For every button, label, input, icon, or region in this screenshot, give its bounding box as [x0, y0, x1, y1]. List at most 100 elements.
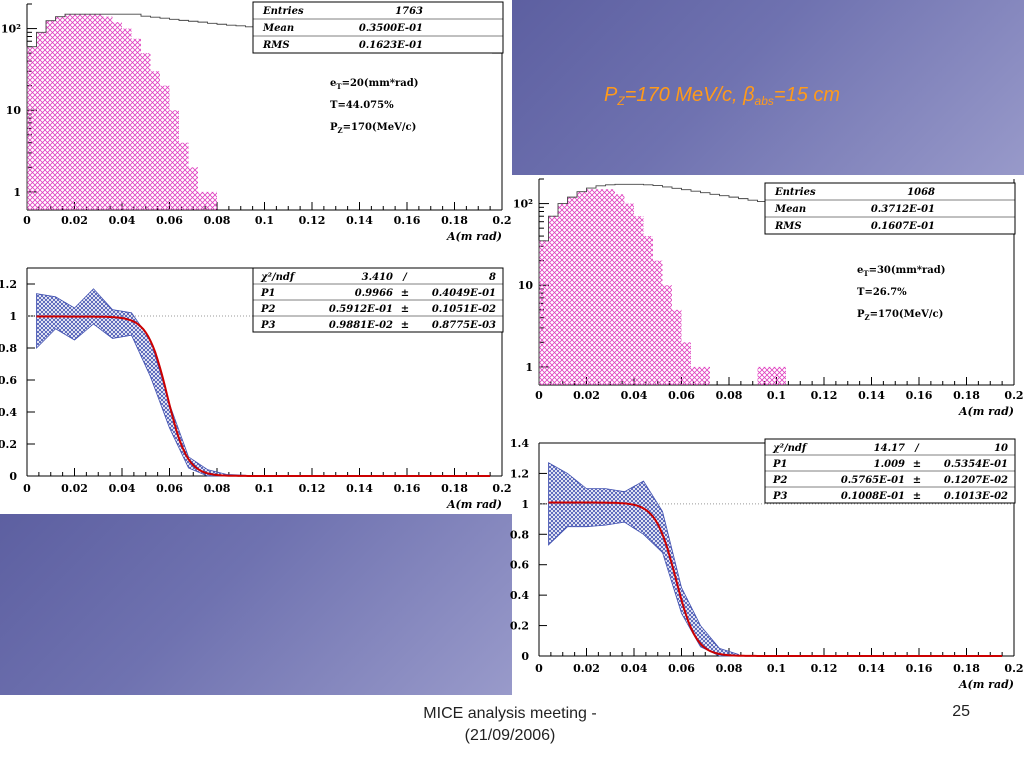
x-tick-label: 0	[535, 662, 543, 675]
stats-value: 0.3500E-01	[359, 23, 423, 34]
y-tick-label: 10²	[1, 23, 21, 36]
fit-param-separator: ±	[401, 320, 409, 331]
transmission-plot-2: 0 0.02 0.04 0.06 0.08 0.1 0.12 0.14 0.16 0.18 0.2 A…	[510, 437, 1024, 691]
slide-title: PZ=170 MeV/c, βabs=15 cm	[604, 84, 841, 108]
fit-param-label: P1	[772, 459, 787, 470]
fit-param-label: χ²/ndf	[260, 272, 296, 283]
fit-param-error: 0.1207E-02	[944, 475, 1008, 486]
x-tick-label: 0.18	[953, 389, 980, 402]
note-part: =20(mm*rad)	[342, 78, 419, 89]
note-part: e	[330, 78, 336, 89]
selected-bar	[757, 366, 767, 385]
fit-param-label: P3	[260, 320, 276, 331]
y-tick-label: 0	[9, 470, 17, 483]
selected-bar	[150, 71, 160, 211]
stats-value: 1763	[395, 6, 423, 17]
x-tick-label: 0.1	[767, 389, 786, 402]
fit-param-value: 0.9881E-02	[329, 320, 393, 331]
selected-bar	[672, 309, 682, 385]
note-part: T=44.075%	[330, 100, 394, 111]
selected-bar	[634, 216, 644, 385]
y-tick-label: 0.8	[0, 342, 17, 355]
x-tick-label: 0.04	[621, 389, 648, 402]
selected-bar	[643, 236, 653, 385]
selected-bar	[539, 240, 549, 385]
selected-bar	[605, 189, 615, 385]
note-text: eT=30(mm*rad)	[857, 265, 945, 278]
x-tick-label: 0.16	[906, 662, 933, 675]
x-tick-label: 0.06	[668, 662, 695, 675]
x-tick-label: 0.14	[346, 214, 373, 227]
selected-bar	[141, 53, 151, 211]
note-part: Z	[865, 313, 870, 322]
x-tick-label: 0.02	[61, 214, 88, 227]
fit-param-label: P3	[772, 491, 788, 502]
y-tick-label: 1.2	[510, 467, 529, 480]
fit-param-value: 0.1008E-01	[841, 491, 905, 502]
note-text: PZ=170(MeV/c)	[857, 309, 943, 322]
right-plot-panel: 0 0.02 0.04 0.06 0.08 0.1 0.12 0.14 0.16 0.18 0.2 A…	[510, 175, 1024, 695]
x-tick-label: 0.1	[767, 662, 786, 675]
fit-param-value: 3.410	[362, 272, 393, 283]
selected-bar	[596, 189, 606, 385]
footer-line-2: (21/09/2006)	[464, 727, 556, 744]
fit-param-error: 0.8775E-03	[432, 320, 496, 331]
x-tick-label: 0.2	[1004, 389, 1023, 402]
note-part: T	[336, 82, 342, 91]
y-tick-label: 1	[521, 498, 529, 511]
selected-bar	[122, 28, 132, 211]
fit-param-value: 0.9966	[355, 288, 393, 299]
fit-param-error: 0.4049E-01	[432, 288, 496, 299]
selected-bar	[131, 38, 141, 210]
fit-param-error: 10	[994, 443, 1008, 454]
selected-bar	[776, 366, 786, 385]
x-tick-label: 0.18	[953, 662, 980, 675]
x-tick-label: 0.04	[621, 662, 648, 675]
y-tick-label: 0.6	[0, 374, 17, 387]
x-tick-label: 0.04	[109, 214, 136, 227]
selected-bar	[653, 260, 663, 385]
x-tick-label: 0.16	[394, 214, 421, 227]
x-tick-label: 0.16	[906, 389, 933, 402]
note-part: =30(mm*rad)	[869, 265, 946, 276]
y-tick-label: 0.2	[510, 620, 529, 633]
selected-bar	[27, 46, 37, 210]
note-text: PZ=170(MeV/c)	[330, 122, 416, 135]
x-axis-title: A(m rad)	[958, 405, 1014, 418]
fit-param-separator: ±	[401, 304, 409, 315]
selected-bar	[615, 194, 625, 385]
x-tick-label: 0.06	[668, 389, 695, 402]
x-tick-label: 0.2	[1004, 662, 1023, 675]
selected-bar	[207, 191, 217, 210]
x-tick-label: 0.18	[441, 482, 468, 495]
selected-bar	[198, 191, 208, 210]
selected-bar	[567, 197, 577, 385]
stats-label: Entries	[262, 6, 304, 17]
selected-bar	[46, 20, 56, 210]
fit-param-label: P2	[260, 304, 276, 315]
x-tick-label: 0.14	[346, 482, 373, 495]
fit-param-value: 0.5765E-01	[841, 475, 905, 486]
fit-param-value: 0.5912E-01	[329, 304, 393, 315]
fit-param-error: 0.1051E-02	[432, 304, 496, 315]
note-part: P	[857, 309, 865, 320]
stats-label: RMS	[774, 221, 802, 232]
selected-bar	[160, 85, 170, 210]
x-tick-label: 0.08	[716, 662, 743, 675]
x-tick-label: 0.02	[61, 482, 88, 495]
note-part: =170(MeV/c)	[343, 122, 417, 133]
note-part: Z	[338, 126, 343, 135]
fit-param-separator: ±	[913, 475, 921, 486]
selected-bar	[586, 189, 596, 385]
note-part: P	[330, 122, 338, 133]
selected-bar	[103, 16, 113, 210]
y-tick-label: 0.4	[0, 406, 17, 419]
stats-value: 1068	[907, 187, 935, 198]
selected-bar	[93, 14, 103, 210]
fit-param-separator: ±	[401, 288, 409, 299]
y-tick-label: 1	[525, 361, 533, 374]
x-tick-label: 0.02	[573, 389, 600, 402]
x-tick-label: 0.18	[441, 214, 468, 227]
y-tick-label: 1	[13, 186, 21, 199]
fit-param-label: P1	[260, 288, 275, 299]
